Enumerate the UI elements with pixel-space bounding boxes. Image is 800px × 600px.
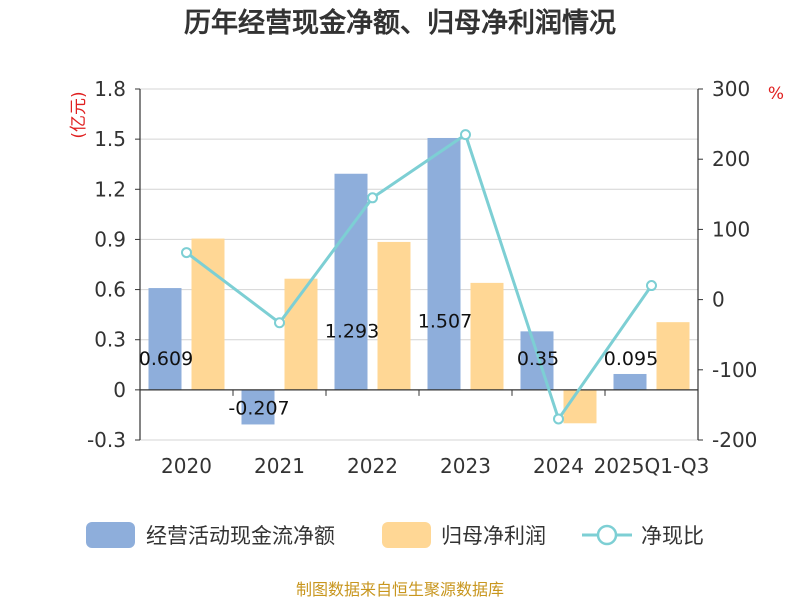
data-label-operating-cash-flow: 0.095 <box>604 348 658 370</box>
bar-operating-cash-flow <box>613 373 647 390</box>
category-label: 2022 <box>347 454 398 478</box>
data-label-operating-cash-flow: 0.609 <box>139 348 193 370</box>
category-label: 2023 <box>440 454 491 478</box>
right-tick-label: -200 <box>712 428 757 452</box>
data-label-operating-cash-flow: 1.507 <box>418 310 472 332</box>
data-label-operating-cash-flow: 0.35 <box>517 348 559 370</box>
left-tick-label: 0 <box>113 378 126 402</box>
category-label: 2020 <box>161 454 212 478</box>
ratio-line <box>185 132 653 423</box>
bar-net-profit <box>656 322 690 390</box>
ratio-line-series <box>181 129 657 425</box>
bar-operating-cash-flow <box>334 173 368 390</box>
right-tick-label: 0 <box>712 288 725 312</box>
left-tick-label: 0.3 <box>94 328 126 352</box>
left-tick-label: 1.2 <box>94 177 126 201</box>
legend-label-net-profit: 归母净利润 <box>441 524 546 548</box>
ratio-point <box>553 413 564 425</box>
bar-operating-cash-flow <box>520 331 554 390</box>
axes: 1.8 1.5 1.2 0.9 0.6 0.3 0 -0.3 300 200 100 0 -100 -20… <box>69 77 784 478</box>
legend-label-operating-cash-flow: 经营活动现金流净额 <box>146 524 335 548</box>
legend-swatch-net-profit <box>382 522 431 548</box>
bar-net-profit <box>470 282 504 390</box>
left-axis-unit: (亿元) <box>69 91 89 138</box>
bar-series <box>148 137 690 425</box>
right-axis-unit: % <box>768 84 784 104</box>
data-labels: 0.609 -0.207 1.293 1.507 0.35 0.095 <box>139 310 658 419</box>
right-tick-label: 100 <box>712 217 750 241</box>
legend-swatch-operating-cash-flow <box>86 522 135 548</box>
ratio-point <box>646 280 657 292</box>
ratio-point <box>181 247 192 259</box>
chart-title: 历年经营现金净额、归母净利润情况 <box>184 7 616 39</box>
ratio-point <box>460 129 471 141</box>
left-tick-label: 0.9 <box>94 227 126 251</box>
ratio-point <box>367 192 378 204</box>
legend-swatch-ratio-marker <box>596 524 618 546</box>
data-label-operating-cash-flow: -0.207 <box>228 397 289 419</box>
bar-net-profit <box>284 278 318 390</box>
legend: 经营活动现金流净额 归母净利润 净现比 <box>86 522 704 548</box>
bar-net-profit <box>191 238 225 390</box>
bar-operating-cash-flow <box>241 389 275 425</box>
grid-lines <box>140 88 698 441</box>
bar-operating-cash-flow <box>148 288 182 390</box>
legend-label-ratio: 净现比 <box>641 524 704 548</box>
left-tick-label: 0.6 <box>94 278 126 302</box>
left-tick-label: -0.3 <box>87 428 126 452</box>
category-label: 2025Q1-Q3 <box>594 454 710 478</box>
right-tick-label: -100 <box>712 358 757 382</box>
category-label: 2024 <box>533 454 584 478</box>
bar-net-profit <box>563 389 597 424</box>
data-label-operating-cash-flow: 1.293 <box>325 320 379 342</box>
bar-net-profit <box>377 241 411 390</box>
ratio-point <box>274 317 285 329</box>
left-tick-label: 1.8 <box>94 77 126 101</box>
category-label: 2021 <box>254 454 305 478</box>
right-tick-label: 200 <box>712 147 750 171</box>
right-tick-label: 300 <box>712 77 750 101</box>
bar-operating-cash-flow <box>427 137 461 390</box>
source-note: 制图数据来自恒生聚源数据库 <box>296 580 504 599</box>
left-tick-label: 1.5 <box>94 127 126 151</box>
